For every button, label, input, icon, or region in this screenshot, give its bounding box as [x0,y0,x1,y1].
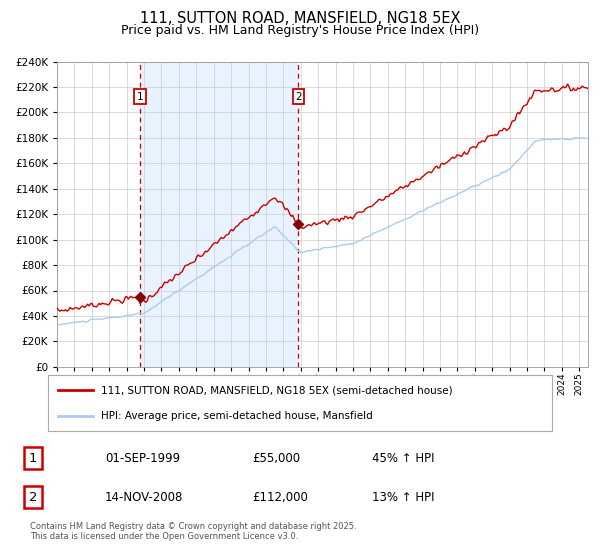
Text: 2: 2 [29,491,37,504]
Text: HPI: Average price, semi-detached house, Mansfield: HPI: Average price, semi-detached house,… [101,411,373,421]
Text: 111, SUTTON ROAD, MANSFIELD, NG18 5EX: 111, SUTTON ROAD, MANSFIELD, NG18 5EX [140,11,460,26]
Text: 1: 1 [136,92,143,102]
Text: 1: 1 [29,451,37,465]
Text: 2: 2 [295,92,302,102]
Text: £112,000: £112,000 [252,491,308,504]
Text: Price paid vs. HM Land Registry's House Price Index (HPI): Price paid vs. HM Land Registry's House … [121,24,479,37]
Text: 01-SEP-1999: 01-SEP-1999 [105,451,180,465]
Text: 14-NOV-2008: 14-NOV-2008 [105,491,184,504]
Text: 45% ↑ HPI: 45% ↑ HPI [372,451,434,465]
Text: £55,000: £55,000 [252,451,300,465]
Text: 111, SUTTON ROAD, MANSFIELD, NG18 5EX (semi-detached house): 111, SUTTON ROAD, MANSFIELD, NG18 5EX (s… [101,385,452,395]
Text: 13% ↑ HPI: 13% ↑ HPI [372,491,434,504]
Text: Contains HM Land Registry data © Crown copyright and database right 2025.
This d: Contains HM Land Registry data © Crown c… [30,522,356,542]
Bar [140,62,298,367]
